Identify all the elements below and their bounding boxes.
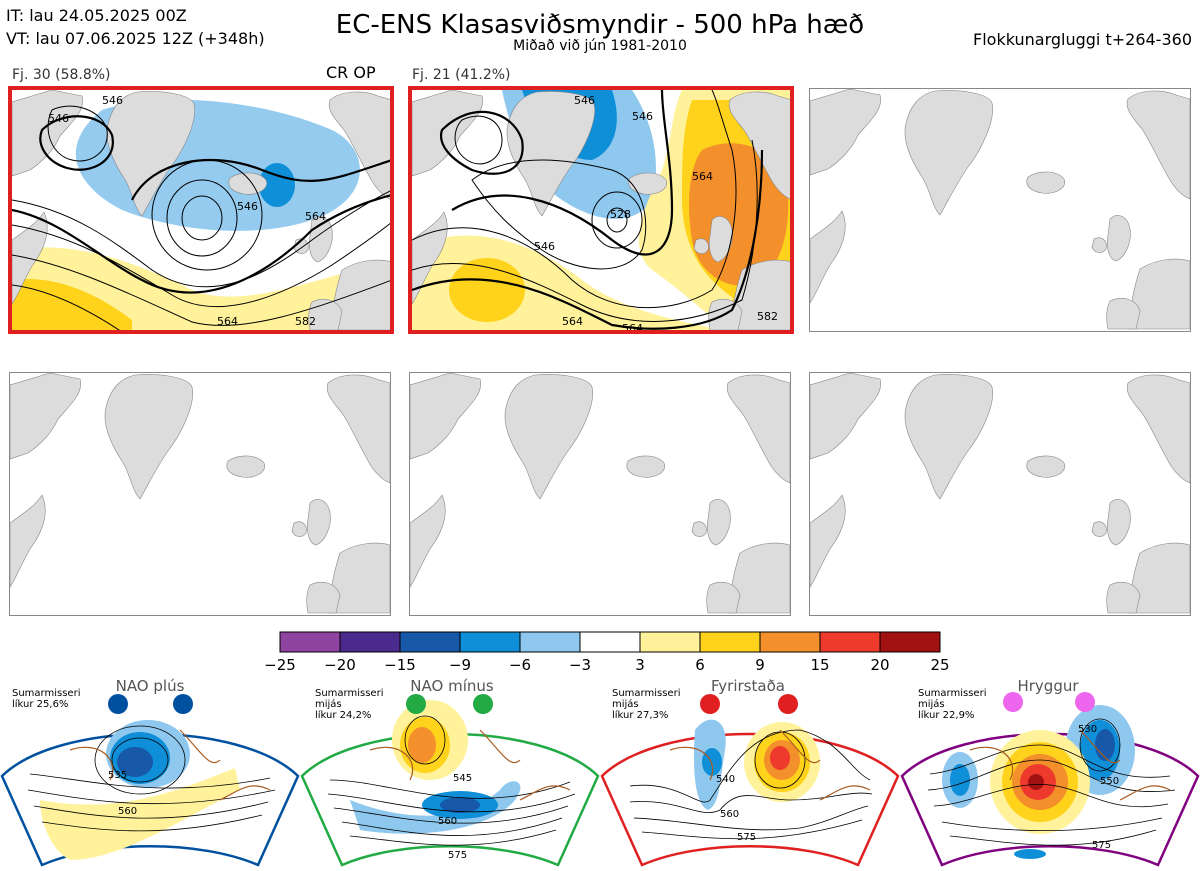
regime-2-name: NAO mínus bbox=[410, 677, 494, 695]
colorbar-tick: −15 bbox=[384, 656, 416, 674]
contour-label: 546 bbox=[237, 200, 258, 213]
regime-4-note: Sumarmisseri mijás líkur 22,9% bbox=[918, 688, 987, 721]
contour-label: 575 bbox=[737, 832, 756, 843]
colorbar-cell bbox=[399, 631, 461, 653]
colorbar-tick: 15 bbox=[810, 656, 830, 674]
contour-label: 550 bbox=[1100, 776, 1119, 787]
contour-label: 582 bbox=[757, 310, 778, 323]
panel-1-tag: CR OP bbox=[326, 63, 376, 82]
regime-4-name: Hryggur bbox=[1017, 677, 1079, 695]
contour-label: 530 bbox=[1078, 724, 1097, 735]
colorbar-tick: −6 bbox=[508, 656, 532, 674]
colorbar-labels: −25 −20 −15 −9 −6 −3 3 6 9 15 20 25 bbox=[0, 656, 1200, 676]
contour-label: 564 bbox=[562, 315, 583, 328]
contour-label: 535 bbox=[108, 770, 127, 781]
init-time: IT: lau 24.05.2025 00Z bbox=[6, 6, 187, 25]
colorbar-cell bbox=[819, 631, 881, 653]
contour-label: 528 bbox=[610, 208, 631, 221]
contour-label: 575 bbox=[1092, 840, 1111, 851]
contour-label: 540 bbox=[716, 774, 735, 785]
panel-1-label: Fj. 30 (58.8%) bbox=[12, 67, 111, 83]
regime-map-4[interactable]: 530 550 575 bbox=[900, 690, 1200, 870]
colorbar-cell bbox=[339, 631, 401, 653]
colorbar-cell bbox=[579, 631, 641, 653]
contour-label: 575 bbox=[448, 850, 467, 861]
colorbar-cell bbox=[699, 631, 761, 653]
cluster-map-3[interactable] bbox=[809, 88, 1191, 332]
regime-map-3[interactable]: 540 560 575 bbox=[600, 690, 900, 870]
cluster-map-2[interactable]: 546 546 564 564 564 546 528 582 bbox=[408, 86, 794, 334]
contour-label: 564 bbox=[217, 315, 238, 328]
classification-window: Flokkunargluggi t+264-360 bbox=[973, 30, 1192, 49]
contour-label: 582 bbox=[295, 315, 316, 328]
cluster-map-5[interactable] bbox=[409, 372, 791, 616]
colorbar-cell bbox=[519, 631, 581, 653]
cluster-map-1[interactable]: 546 546 564 546 564 582 bbox=[8, 86, 394, 334]
regime-1-note: Sumarmisseri líkur 25,6% bbox=[12, 688, 81, 710]
contour-label: 564 bbox=[305, 210, 326, 223]
regime-1-name: NAO plús bbox=[115, 677, 185, 695]
regime-map-2[interactable]: 545 560 575 bbox=[300, 690, 600, 870]
colorbar-cell bbox=[639, 631, 701, 653]
contour-label: 545 bbox=[453, 773, 472, 784]
regime-map-1[interactable]: 535 560 bbox=[0, 690, 300, 870]
contour-label: 564 bbox=[692, 170, 713, 183]
panel-2-label: Fj. 21 (41.2%) bbox=[412, 67, 511, 83]
colorbar-tick: −3 bbox=[568, 656, 592, 674]
contour-label: 546 bbox=[534, 240, 555, 253]
header-info: IT: lau 24.05.2025 00Z VT: lau 07.06.202… bbox=[6, 4, 265, 50]
page-subtitle: Miðað við jún 1981-2010 bbox=[513, 38, 687, 54]
colorbar-cell bbox=[759, 631, 821, 653]
page-title: EC-ENS Klasasviðsmyndir - 500 hPa hæð bbox=[335, 10, 865, 40]
colorbar-cell bbox=[459, 631, 521, 653]
colorbar bbox=[279, 631, 941, 653]
contour-label: 546 bbox=[574, 94, 595, 107]
regime-3-note: Sumarmisseri mijás líkur 27,3% bbox=[612, 688, 681, 721]
contour-label: 560 bbox=[438, 816, 457, 827]
contour-label: 560 bbox=[118, 806, 137, 817]
regime-3-name: Fyrirstaða bbox=[711, 677, 785, 695]
regime-2-note: Sumarmisseri mijás líkur 24,2% bbox=[315, 688, 384, 721]
colorbar-tick: −9 bbox=[448, 656, 472, 674]
colorbar-tick: −25 bbox=[264, 656, 296, 674]
contour-label: 546 bbox=[48, 112, 69, 125]
valid-time: VT: lau 07.06.2025 12Z (+348h) bbox=[6, 29, 265, 48]
colorbar-tick: 6 bbox=[695, 656, 705, 674]
colorbar-tick: −20 bbox=[324, 656, 356, 674]
colorbar-tick: 3 bbox=[635, 656, 645, 674]
contour-label: 564 bbox=[622, 322, 643, 332]
colorbar-cell bbox=[279, 631, 341, 653]
colorbar-tick: 9 bbox=[755, 656, 765, 674]
contour-label: 546 bbox=[632, 110, 653, 123]
cluster-map-6[interactable] bbox=[809, 372, 1191, 616]
colorbar-tick: 25 bbox=[930, 656, 950, 674]
colorbar-cell bbox=[879, 631, 941, 653]
contour-label: 546 bbox=[102, 94, 123, 107]
cluster-map-4[interactable] bbox=[9, 372, 391, 616]
contour-label: 560 bbox=[720, 809, 739, 820]
colorbar-tick: 20 bbox=[870, 656, 890, 674]
